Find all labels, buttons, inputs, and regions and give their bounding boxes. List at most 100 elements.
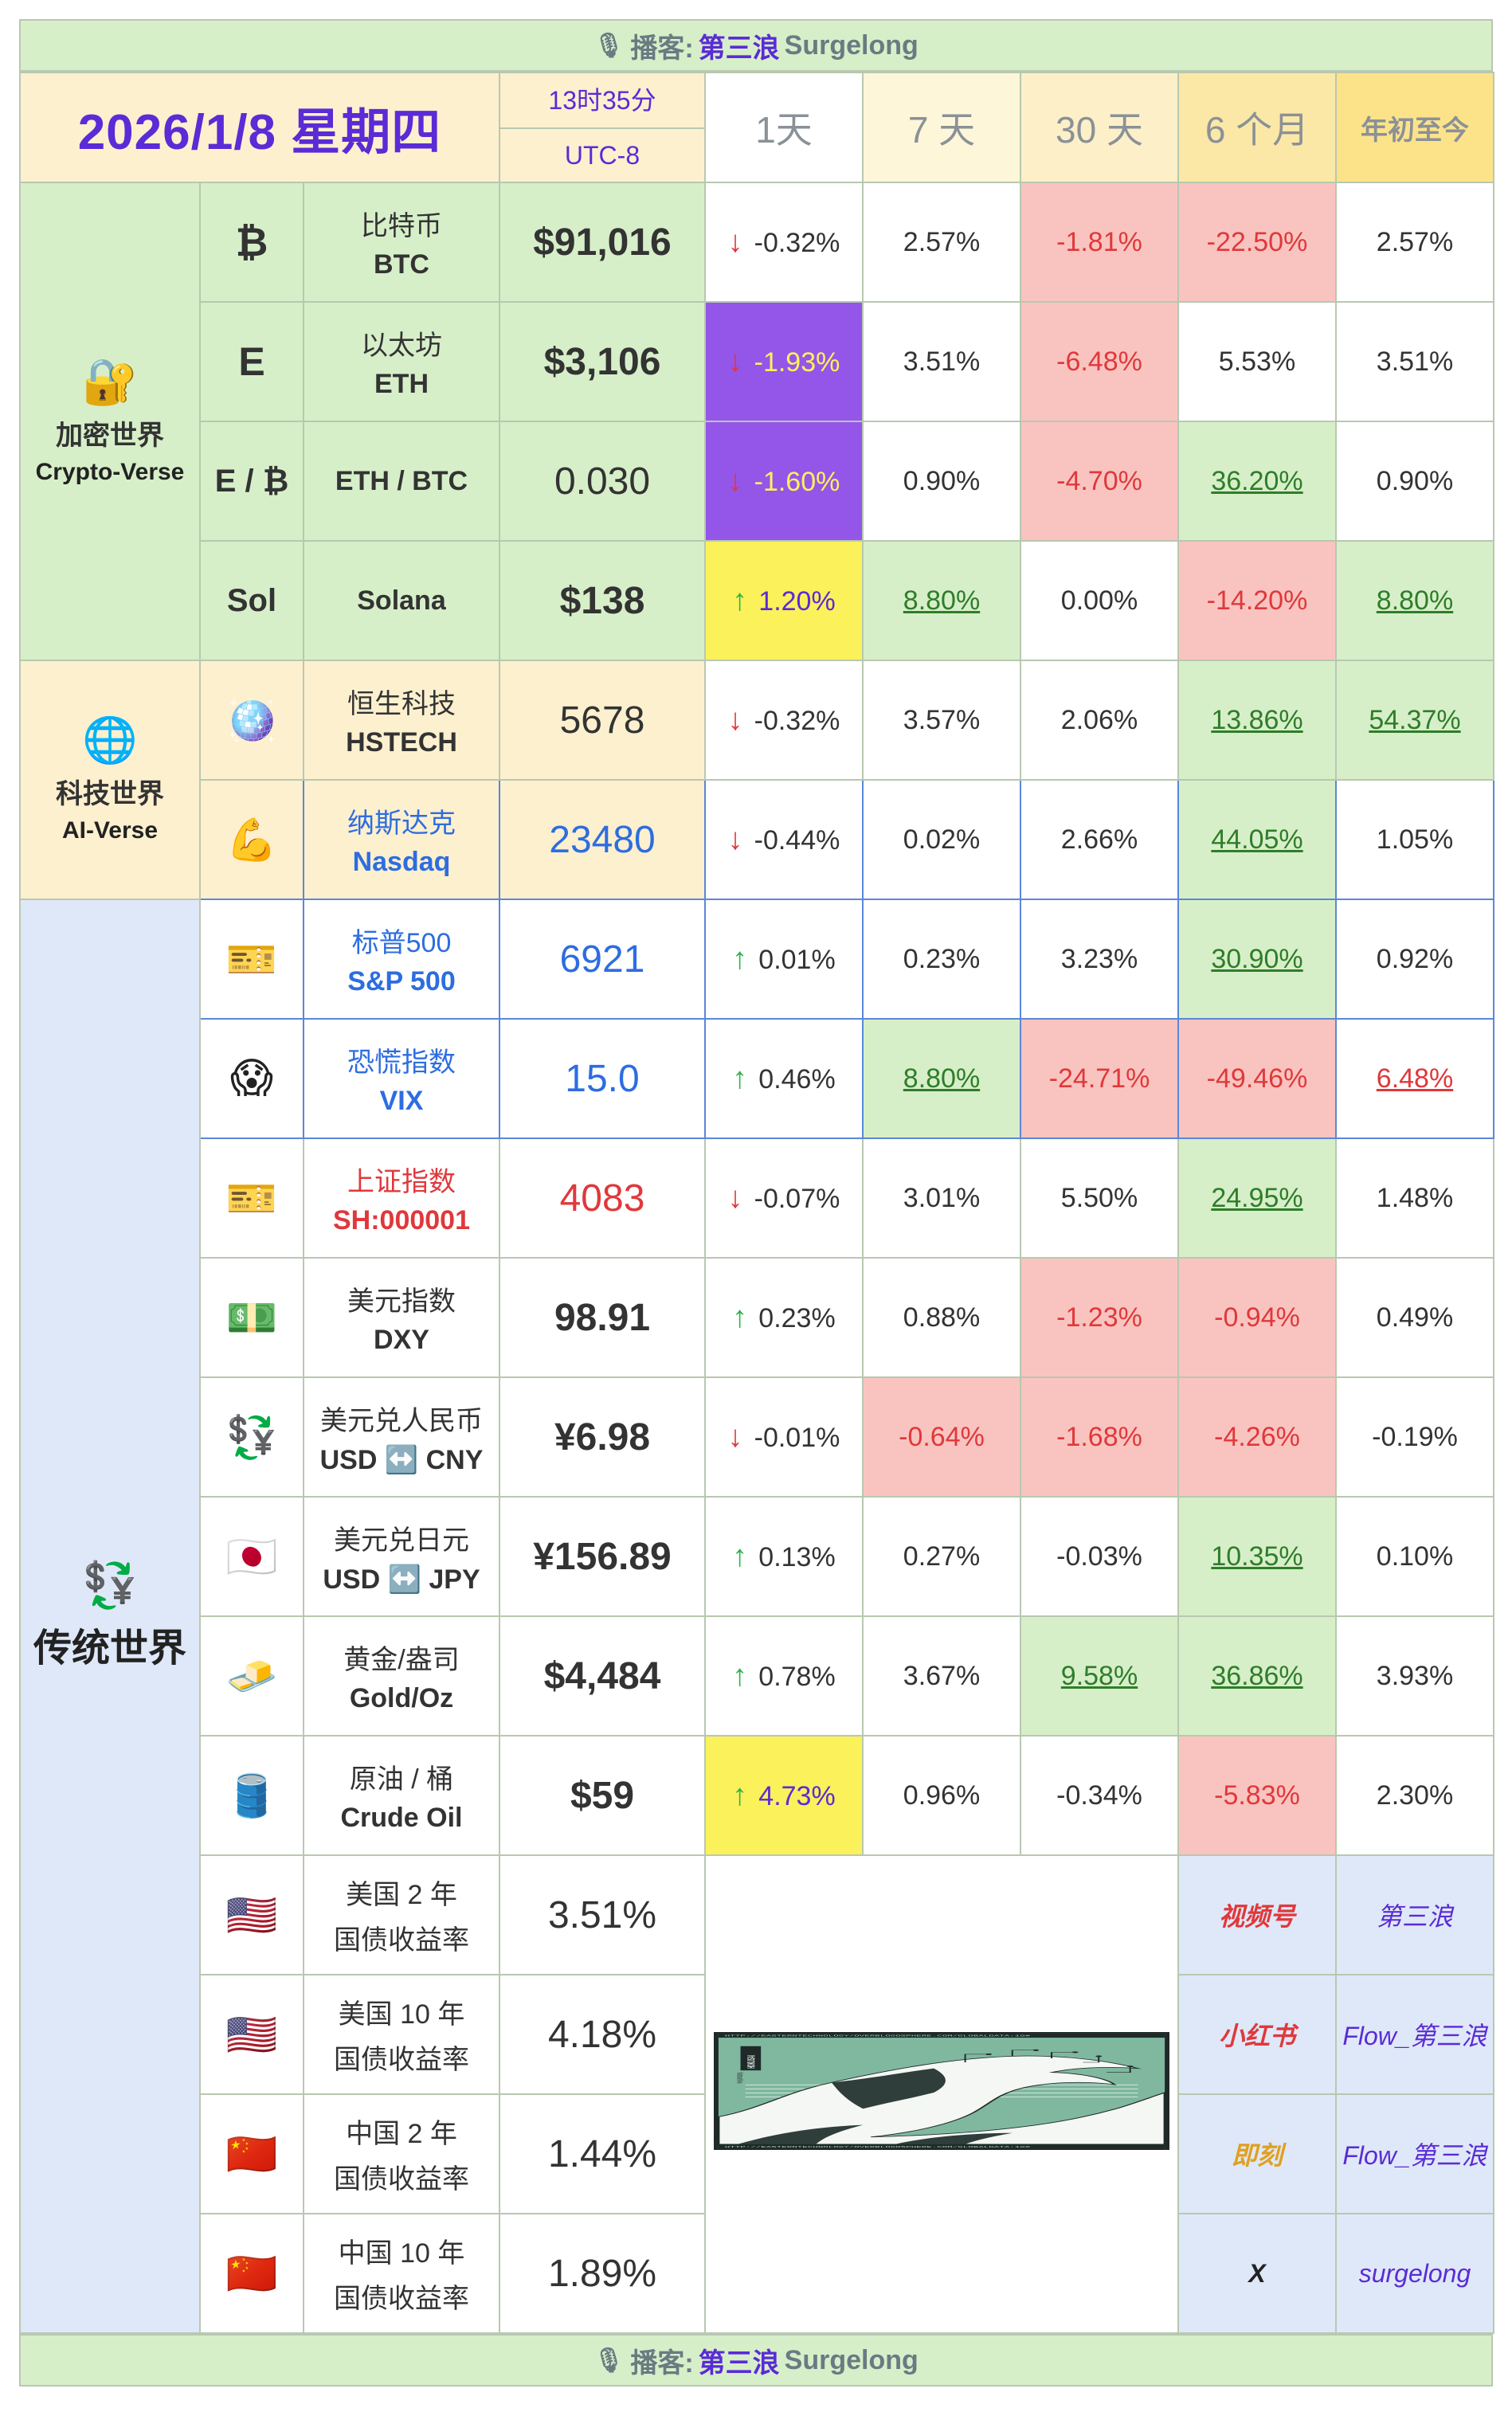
- asset-name-en: USD ↔️ JPY: [323, 1564, 480, 1595]
- table-row: 🇺🇸 美国 2 年国债收益率 3.51% HTTP://EASTERNTECHN…: [20, 1854, 1494, 2334]
- change-30d: 2.66%: [1020, 779, 1179, 900]
- bond-name-line2: 国债收益率: [334, 2164, 469, 2195]
- change-6m: 44.05%: [1177, 779, 1337, 900]
- change-1d: ↓ -1.60%: [704, 421, 864, 542]
- banner-prefix: 播客:: [630, 2347, 694, 2379]
- asset-name: 黄金/盎司 Gold/Oz: [303, 1615, 500, 1737]
- asset-name: Solana: [303, 540, 500, 661]
- asset-name: 恒生科技 HSTECH: [303, 660, 500, 781]
- change-6m: -14.20%: [1177, 540, 1337, 661]
- change-7d: 0.27%: [862, 1496, 1021, 1617]
- bond-name: 美国 2 年国债收益率: [303, 1854, 500, 1975]
- col-header-ytd: 年初至今: [1335, 72, 1494, 183]
- change-30d: -24.71%: [1020, 1018, 1179, 1139]
- arrow-up-icon: ↑: [732, 1658, 748, 1693]
- time-cell: 13时35分 UTC-8: [499, 72, 706, 183]
- asset-name-en: Nasdaq: [352, 847, 451, 877]
- social-account[interactable]: 第三浪: [1335, 1854, 1494, 1975]
- table-row: E 以太坊 ETH $3,106 ↓ -1.93% 3.51% -6.48% 5.5…: [20, 301, 1494, 422]
- asset-name: 标普500 S&P 500: [303, 899, 500, 1020]
- table-row: 🇯🇵 美元兑日元 USD ↔️ JPY ¥156.89 ↑ 0.13% 0.27% …: [20, 1496, 1494, 1617]
- arrow-down-icon: ↓: [727, 344, 743, 378]
- change-ytd: 0.49%: [1335, 1257, 1494, 1378]
- ethereum-icon: E: [199, 301, 304, 422]
- arrow-down-icon: ↓: [727, 703, 743, 737]
- asset-name-en: USD ↔️ CNY: [319, 1444, 484, 1475]
- change-6m: 36.86%: [1177, 1615, 1337, 1737]
- arrow-up-icon: ↑: [732, 583, 748, 617]
- asset-price: 4083: [499, 1137, 706, 1259]
- change-6m: -4.26%: [1177, 1376, 1337, 1498]
- change-value: -1.93%: [754, 347, 840, 378]
- asset-name-cn: 恐慌指数: [347, 1047, 456, 1078]
- bond-name: 中国 2 年国债收益率: [303, 2093, 500, 2214]
- change-ytd: -0.19%: [1335, 1376, 1494, 1498]
- oil-drum-icon: 🛢️: [199, 1735, 304, 1856]
- solana-icon: Sol: [199, 540, 304, 661]
- table-row: 💵 美元指数 DXY 98.91 ↑ 0.23% 0.88% -1.23% -0.9…: [20, 1257, 1494, 1378]
- category-trad-cn: 传统世界: [33, 1627, 186, 1670]
- change-ytd: 0.10%: [1335, 1496, 1494, 1617]
- arrow-down-icon: ↓: [727, 464, 743, 498]
- asset-name-cn: 标普500: [351, 928, 452, 958]
- header-row: 2026/1/8 星期四 13时35分 UTC-8 1天 7 天 30 天 6 …: [19, 72, 1494, 183]
- asset-name: 上证指数 SH:000001: [303, 1137, 500, 1259]
- change-6m: -49.46%: [1177, 1018, 1337, 1139]
- top-banner: 🎙 播客: 第三浪 Surgelong: [19, 19, 1493, 72]
- change-6m: 24.95%: [1177, 1137, 1337, 1259]
- table-row: 🛢️ 原油 / 桶 Crude Oil $59 ↑ 4.73% 0.96% -0.3…: [20, 1735, 1494, 1856]
- social-account[interactable]: Flow_第三浪: [1335, 2093, 1494, 2214]
- change-value: -0.32%: [754, 705, 840, 736]
- change-30d: 0.00%: [1020, 540, 1179, 661]
- globe-icon: 🌐: [82, 714, 138, 765]
- change-30d: 2.06%: [1020, 660, 1179, 781]
- bond-yield: 1.89%: [499, 2213, 706, 2334]
- asset-name-cn: 以太坊: [361, 331, 442, 361]
- asset-price: $3,106: [499, 301, 706, 422]
- arrow-up-icon: ↑: [732, 1539, 748, 1573]
- change-6m: 30.90%: [1177, 899, 1337, 1020]
- change-value: 0.13%: [758, 1541, 836, 1572]
- change-1d: ↓ -0.01%: [704, 1376, 864, 1498]
- usa-flag-icon: 🇺🇸: [199, 1974, 304, 2095]
- change-1d: ↓ -0.32%: [704, 182, 864, 303]
- change-ytd: 2.57%: [1335, 182, 1494, 303]
- change-value: -0.01%: [754, 1422, 840, 1453]
- arrow-up-icon: ↑: [732, 1300, 748, 1334]
- bond-name-line2: 国债收益率: [334, 2045, 469, 2075]
- timezone-label: UTC-8: [564, 141, 640, 170]
- asset-name: 以太坊 ETH: [303, 301, 500, 422]
- china-flag-icon: 🇨🇳: [199, 2213, 304, 2334]
- table-row: Sol Solana $138 ↑ 1.20% 8.80% 0.00% -14.2…: [20, 540, 1494, 661]
- disco-ball-icon: 🪩: [199, 660, 304, 781]
- currency-exchange-icon: 💱: [199, 1376, 304, 1498]
- table-row: 💪 纳斯达克 Nasdaq 23480 ↓ -0.44% 0.02% 2.66% 4…: [20, 779, 1494, 900]
- currency-exchange-icon: 💱: [82, 1560, 138, 1611]
- asset-name-en: S&P 500: [347, 966, 456, 997]
- asset-name-cn: 比特币: [361, 211, 442, 241]
- change-1d: ↑ 0.23%: [704, 1257, 864, 1378]
- change-1d: ↑ 0.01%: [704, 899, 864, 1020]
- change-7d: 8.80%: [862, 1018, 1021, 1139]
- asset-price: $91,016: [499, 182, 706, 303]
- scream-face-icon: 😱: [199, 1018, 304, 1139]
- bitcoin-icon: ₿: [199, 182, 304, 303]
- category-crypto-en: Crypto-Verse: [35, 459, 185, 486]
- bond-name: 中国 10 年国债收益率: [303, 2213, 500, 2334]
- ticket-icon: 🎫: [199, 1137, 304, 1259]
- asset-name-cn: 纳斯达克: [347, 809, 456, 839]
- change-ytd: 2.30%: [1335, 1735, 1494, 1856]
- asset-name: 原油 / 桶 Crude Oil: [303, 1735, 500, 1856]
- bond-yield: 4.18%: [499, 1974, 706, 2095]
- arrow-up-icon: ↑: [732, 1061, 748, 1095]
- asset-name-cn: 原油 / 桶: [349, 1764, 454, 1795]
- social-account[interactable]: Flow_第三浪: [1335, 1974, 1494, 2095]
- social-account[interactable]: surgelong: [1335, 2213, 1494, 2334]
- change-7d: 3.67%: [862, 1615, 1021, 1737]
- asset-name-en: HSTECH: [346, 727, 457, 758]
- change-1d: ↓ -0.32%: [704, 660, 864, 781]
- category-traditional: 💱 传统世界: [19, 899, 201, 2334]
- dollar-bill-icon: 💵: [199, 1257, 304, 1378]
- change-ytd: 1.48%: [1335, 1137, 1494, 1259]
- change-value: 0.46%: [758, 1063, 836, 1094]
